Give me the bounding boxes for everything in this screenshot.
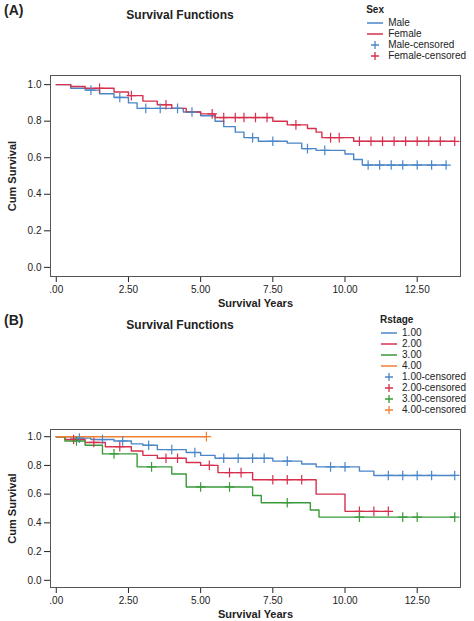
svg-text:1.0: 1.0: [28, 79, 42, 90]
html-text:4.00: 4.00: [402, 360, 422, 371]
html-text:Male-censored: Male-censored: [388, 39, 455, 50]
svg-text:0.2: 0.2: [28, 546, 42, 557]
svg-text:Survival Years: Survival Years: [218, 297, 293, 309]
svg-text:0.4: 0.4: [28, 188, 42, 199]
svg-text:12.50: 12.50: [405, 284, 430, 295]
svg-text:0.6: 0.6: [28, 152, 42, 163]
svg-text:2.50: 2.50: [119, 284, 139, 295]
html-text:Rstage: Rstage: [380, 314, 414, 325]
svg-text:.00: .00: [49, 595, 63, 606]
svg-text:0.0: 0.0: [28, 262, 42, 273]
html-text:1.00: 1.00: [402, 327, 422, 338]
svg-text:7.50: 7.50: [263, 284, 283, 295]
svg-text:0.4: 0.4: [28, 517, 42, 528]
html-text:Sex: Sex: [366, 4, 384, 15]
html-text:Survival Functions: Survival Functions: [126, 318, 234, 332]
html-text:4.00-censored: 4.00-censored: [402, 404, 466, 415]
svg-text:0.8: 0.8: [28, 115, 42, 126]
svg-text:12.50: 12.50: [405, 595, 430, 606]
svg-text:0.6: 0.6: [28, 488, 42, 499]
html-text:2.00-censored: 2.00-censored: [402, 382, 466, 393]
svg-text:7.50: 7.50: [263, 595, 283, 606]
svg-text:0.8: 0.8: [28, 460, 42, 471]
html-text:2.00: 2.00: [402, 338, 422, 349]
svg-text:5.00: 5.00: [191, 284, 211, 295]
svg-text:Survival Years: Survival Years: [218, 608, 293, 620]
svg-text:0.0: 0.0: [28, 575, 42, 586]
html-text:Female-censored: Female-censored: [388, 50, 466, 61]
svg-text:1.0: 1.0: [28, 431, 42, 442]
svg-text:2.50: 2.50: [119, 595, 139, 606]
html-text:1.00-censored: 1.00-censored: [402, 371, 466, 382]
svg-text:Cum Survival: Cum Survival: [6, 473, 18, 543]
html-text:(B): (B): [4, 312, 24, 328]
html-text:Male: Male: [388, 17, 410, 28]
html-text:Survival Functions: Survival Functions: [126, 8, 234, 22]
html-text:(A): (A): [4, 2, 24, 18]
html-text:3.00: 3.00: [402, 349, 422, 360]
svg-text:5.00: 5.00: [191, 595, 211, 606]
svg-text:0.2: 0.2: [28, 225, 42, 236]
svg-text:10.00: 10.00: [332, 284, 357, 295]
svg-text:10.00: 10.00: [332, 595, 357, 606]
svg-text:Cum Survival: Cum Survival: [6, 141, 18, 211]
svg-text:.00: .00: [49, 284, 63, 295]
html-text:Female: Female: [388, 28, 422, 39]
html-text:3.00-censored: 3.00-censored: [402, 393, 466, 404]
